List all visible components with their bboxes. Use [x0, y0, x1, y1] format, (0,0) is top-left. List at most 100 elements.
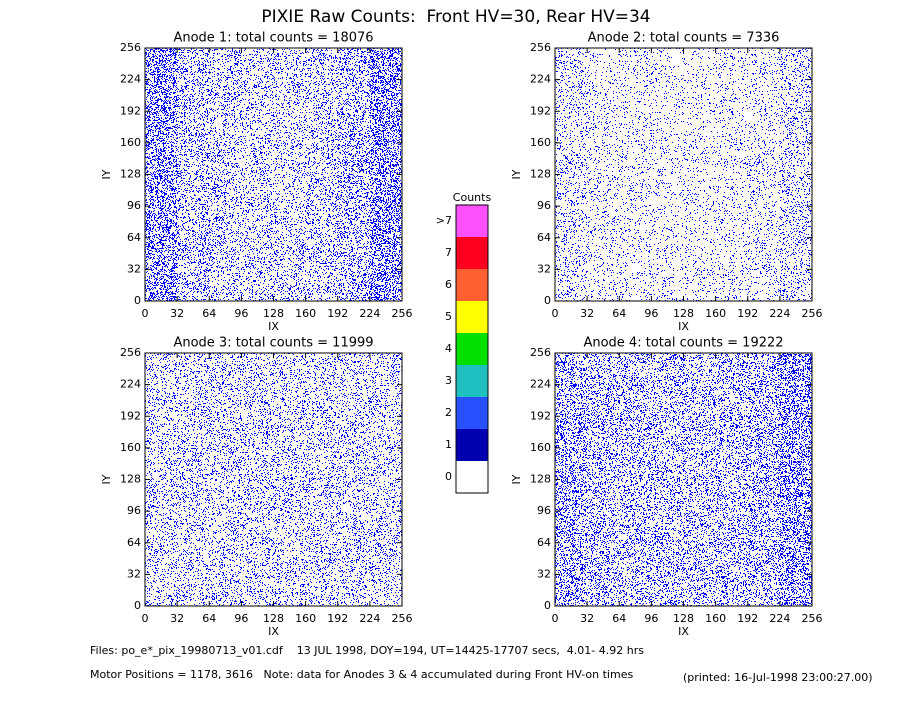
count-pixels: [651, 48, 684, 301]
x-tick-label: 0: [552, 307, 559, 320]
count-pixels: [145, 48, 178, 301]
x-tick-label: 160: [705, 612, 726, 625]
y-tick-label: 224: [120, 73, 141, 86]
y-tick-label: 96: [537, 199, 551, 212]
y-tick-label: 0: [134, 294, 141, 307]
y-tick-label: 256: [120, 41, 141, 54]
panel-title: Anode 3: total counts = 11999: [173, 336, 373, 351]
y-axis-label: IY: [100, 169, 113, 179]
y-tick-label: 160: [530, 136, 551, 149]
x-tick-label: 32: [580, 307, 594, 320]
count-pixels: [273, 48, 306, 301]
y-tick-label: 256: [530, 41, 551, 54]
x-tick-label: 224: [769, 307, 790, 320]
x-tick-label: 224: [359, 307, 380, 320]
y-tick-label: 224: [530, 378, 551, 391]
panel-title: Anode 1: total counts = 18076: [173, 31, 373, 46]
x-axis-label: IX: [268, 625, 279, 638]
count-pixels: [337, 48, 370, 301]
y-tick-label: 96: [127, 199, 141, 212]
count-pixels: [587, 353, 620, 606]
count-pixels: [177, 353, 210, 606]
colorbar-label: >7: [436, 214, 452, 227]
count-pixels: [619, 48, 652, 301]
x-tick-label: 64: [202, 307, 216, 320]
y-axis-label: IY: [100, 474, 113, 484]
count-pixels: [779, 353, 812, 606]
x-tick-label: 96: [644, 307, 658, 320]
x-tick-label: 32: [170, 612, 184, 625]
y-tick-label: 128: [120, 168, 141, 181]
panel-title: Anode 4: total counts = 19222: [583, 336, 783, 351]
y-tick-label: 224: [530, 73, 551, 86]
count-pixels: [209, 48, 242, 301]
count-pixels: [555, 48, 588, 301]
y-tick-label: 192: [530, 104, 551, 117]
x-tick-label: 32: [580, 612, 594, 625]
count-pixels: [715, 48, 748, 301]
y-tick-label: 128: [120, 473, 141, 486]
count-pixels: [683, 353, 716, 606]
x-tick-label: 256: [802, 612, 823, 625]
x-tick-label: 96: [234, 307, 248, 320]
y-tick-label: 64: [537, 231, 551, 244]
plot-frame: [144, 352, 403, 607]
colorbar-swatch: [456, 237, 488, 269]
colorbar-label: 4: [445, 342, 452, 355]
count-pixels: [747, 353, 780, 606]
y-tick-label: 160: [120, 441, 141, 454]
count-pixels: [555, 353, 588, 606]
main-title: PIXIE Raw Counts: Front HV=30, Rear HV=3…: [261, 7, 650, 27]
count-pixels: [273, 353, 306, 606]
x-tick-label: 64: [202, 612, 216, 625]
y-tick-label: 192: [120, 409, 141, 422]
x-tick-label: 96: [644, 612, 658, 625]
y-axis-label: IY: [510, 169, 523, 179]
x-tick-label: 192: [737, 612, 758, 625]
x-tick-label: 128: [673, 307, 694, 320]
count-pixels: [177, 48, 210, 301]
colorbar-swatch: [456, 461, 488, 493]
colorbar-swatch: [456, 429, 488, 461]
x-tick-label: 0: [142, 612, 149, 625]
y-tick-label: 32: [127, 262, 141, 275]
x-tick-label: 96: [234, 612, 248, 625]
colorbar-label: 2: [445, 406, 452, 419]
y-tick-label: 192: [530, 409, 551, 422]
colorbar-label: 5: [445, 310, 452, 323]
count-pixels: [715, 353, 748, 606]
plot-frame: [144, 47, 403, 302]
colorbar-swatch: [456, 269, 488, 301]
y-tick-label: 192: [120, 104, 141, 117]
count-pixels: [587, 48, 620, 301]
y-tick-label: 128: [530, 473, 551, 486]
x-tick-label: 192: [327, 612, 348, 625]
y-tick-label: 256: [120, 346, 141, 359]
x-axis-label: IX: [678, 320, 689, 333]
x-tick-label: 160: [295, 612, 316, 625]
colorbar-label: 3: [445, 374, 452, 387]
footer-files: Files: po_e*_pix_19980713_v01.cdf 13 JUL…: [90, 644, 644, 657]
y-tick-label: 32: [537, 567, 551, 580]
x-tick-label: 128: [673, 612, 694, 625]
y-tick-label: 96: [537, 504, 551, 517]
y-axis-label: IY: [510, 474, 523, 484]
colorbar-swatch: [456, 365, 488, 397]
y-tick-label: 64: [537, 536, 551, 549]
x-tick-label: 256: [392, 307, 413, 320]
colorbar-frame: [455, 204, 489, 494]
colorbar-swatch: [456, 301, 488, 333]
y-tick-label: 32: [127, 567, 141, 580]
colorbar-label: 7: [445, 246, 452, 259]
y-tick-label: 160: [530, 441, 551, 454]
x-axis-label: IX: [268, 320, 279, 333]
count-pixels: [369, 353, 402, 606]
count-pixels: [209, 353, 242, 606]
footer-motor: Motor Positions = 1178, 3616 Note: data …: [90, 668, 633, 681]
y-tick-label: 0: [134, 599, 141, 612]
x-tick-label: 160: [295, 307, 316, 320]
count-pixels: [241, 353, 274, 606]
x-tick-label: 256: [392, 612, 413, 625]
y-tick-label: 0: [544, 599, 551, 612]
